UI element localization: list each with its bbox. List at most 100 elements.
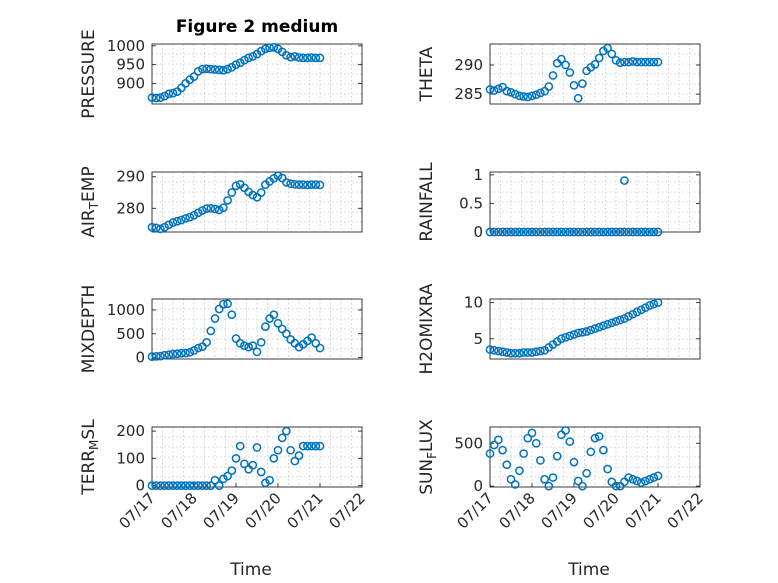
data-point	[649, 57, 659, 67]
data-point	[256, 188, 266, 197]
data-point	[615, 315, 625, 325]
data-point	[628, 309, 638, 319]
data-point	[290, 179, 300, 189]
data-point	[160, 91, 169, 101]
data-point	[506, 227, 516, 237]
data-point	[502, 86, 512, 96]
data-point	[653, 471, 663, 481]
data-point	[645, 227, 654, 237]
y-tick-label: 1	[473, 166, 483, 184]
data-point	[636, 478, 646, 488]
data-point	[611, 55, 621, 65]
data-point	[590, 60, 600, 69]
data-point	[561, 332, 570, 342]
data-point	[265, 475, 274, 485]
data-point	[156, 351, 165, 361]
data-point	[252, 347, 262, 357]
y-tick-label: 5	[473, 330, 483, 348]
y-axis-label: TERRMSL	[79, 419, 101, 496]
x-tick-label: 07/17	[116, 489, 159, 532]
data-point	[494, 435, 503, 445]
x-tick-label: 07/21	[622, 489, 665, 532]
data-point	[485, 345, 495, 354]
data-point	[177, 481, 186, 490]
data-point	[303, 441, 312, 451]
axes-frame	[151, 171, 363, 233]
data-point	[515, 91, 524, 101]
data-point	[261, 322, 270, 331]
data-point	[573, 93, 583, 103]
y-tick-label: 0	[135, 349, 145, 367]
data-point	[244, 53, 253, 63]
data-point	[607, 227, 617, 237]
x-tick-label: 07/19	[200, 489, 243, 532]
data-point	[561, 60, 570, 70]
x-tick-label: 07/19	[538, 489, 581, 532]
data-point	[164, 481, 174, 490]
subplot-theta: 285 290 THETA	[417, 43, 701, 105]
data-point	[185, 481, 195, 490]
x-tick-label: 07/17	[454, 489, 497, 532]
data-point	[248, 52, 258, 61]
data-point	[303, 53, 312, 63]
data-point	[628, 227, 638, 237]
data-point	[277, 324, 287, 334]
data-point	[160, 350, 169, 360]
data-point	[536, 227, 545, 237]
data-point	[578, 79, 587, 88]
data-point	[599, 445, 608, 455]
data-point	[210, 204, 220, 214]
data-point	[315, 441, 325, 451]
data-point	[624, 473, 633, 482]
data-point	[277, 433, 287, 443]
data-point	[557, 334, 566, 344]
data-point	[502, 460, 512, 470]
x-tick-label: 07/21	[284, 489, 327, 532]
data-point	[202, 64, 211, 74]
data-point	[494, 84, 503, 94]
data-point	[628, 474, 638, 484]
data-point	[603, 227, 612, 237]
data-point	[315, 53, 325, 63]
data-point	[198, 206, 207, 215]
data-point	[294, 180, 304, 189]
data-point	[641, 476, 650, 486]
data-point	[265, 43, 274, 53]
data-point	[578, 227, 587, 237]
data-point	[569, 457, 579, 467]
data-point	[624, 227, 633, 237]
data-point	[510, 480, 520, 489]
data-point	[261, 44, 270, 54]
data-point	[160, 481, 169, 490]
data-point	[544, 481, 554, 491]
data-point	[632, 57, 642, 67]
data-point	[214, 65, 224, 75]
axes-frame	[489, 43, 701, 105]
data-point	[269, 310, 279, 320]
data-point	[193, 481, 203, 490]
data-point	[219, 299, 228, 309]
x-axis-label: Time	[229, 560, 272, 580]
data-point	[164, 350, 174, 360]
data-point	[151, 481, 161, 490]
data-point	[298, 180, 308, 189]
y-tick-label: 0	[135, 477, 145, 495]
data-point	[214, 205, 224, 215]
data-point	[485, 227, 495, 237]
data-point	[624, 57, 633, 67]
data-point	[156, 224, 165, 234]
data-point	[485, 449, 495, 458]
data-point	[151, 93, 161, 103]
x-tick-label: 07/20	[580, 489, 623, 532]
subplot-h2omixra: 5 10 H2OMIXRA	[417, 283, 701, 375]
data-point	[645, 474, 654, 484]
data-point	[544, 82, 554, 91]
data-point	[223, 64, 232, 74]
data-point	[515, 227, 524, 237]
data-point	[548, 473, 558, 482]
data-point	[164, 89, 174, 99]
data-point	[307, 441, 316, 451]
